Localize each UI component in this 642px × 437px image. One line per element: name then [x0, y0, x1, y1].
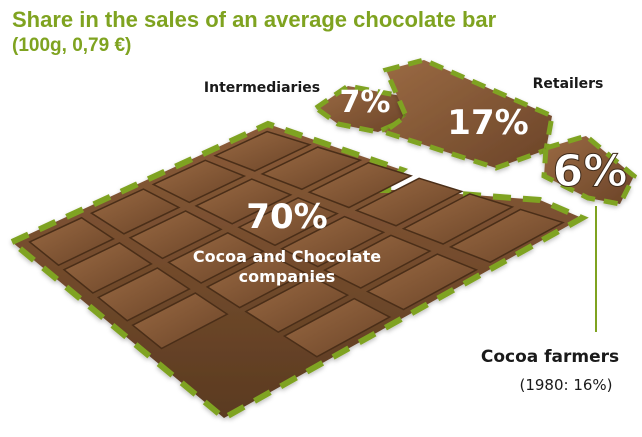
chocolate-piece — [448, 208, 565, 264]
chocolate-piece — [89, 188, 181, 235]
segment-chocolate-companies-value: 70% — [246, 197, 327, 237]
chocolate-piece — [280, 215, 386, 268]
chocolate-piece — [128, 210, 223, 260]
chocolate-piece — [282, 297, 392, 358]
chocolate-piece — [260, 146, 363, 191]
chocolate-piece — [244, 275, 350, 334]
segment-intermediaries-label: Intermediaries — [204, 80, 320, 96]
chocolate-piece — [237, 196, 339, 247]
segment-cocoa-farmers: 6% Cocoa farmers (1980: 16%) — [481, 133, 638, 394]
chocolate-piece — [96, 267, 191, 322]
segment-retailers-piece — [378, 57, 555, 171]
segment-cocoa-farmers-value: 6% — [553, 146, 628, 197]
chocolate-piece — [354, 177, 464, 227]
segment-retailers: 17% Retailers — [378, 57, 604, 171]
chocolate-piece — [213, 130, 312, 172]
segment-cocoa-farmers-label: Cocoa farmers — [481, 347, 619, 367]
chocolate-piece — [131, 292, 229, 350]
chocolate-piece — [167, 232, 265, 284]
chart-title: Share in the sales of an average chocola… — [12, 7, 497, 32]
chocolate-piece — [28, 216, 115, 267]
chocolate-piece — [194, 178, 293, 225]
chocolate-piece — [401, 193, 515, 245]
chocolate-piece — [307, 161, 413, 209]
chocolate-piece — [205, 253, 307, 309]
chocolate-piece — [151, 159, 247, 204]
segment-chocolate-companies-pieces — [28, 130, 565, 358]
segment-retailers-label: Retailers — [533, 76, 604, 92]
segment-chocolate-companies-label: Cocoa and Chocolate companies — [193, 247, 381, 286]
chocolate-piece — [323, 234, 432, 289]
segment-chocolate-companies: 70% Cocoa and Chocolate companies — [6, 120, 589, 422]
segment-intermediaries: 7% Intermediaries — [204, 80, 416, 135]
chocolate-piece — [365, 253, 479, 311]
segment-intermediaries-value: 7% — [340, 85, 391, 120]
chart-subtitle: (100g, 0,79 €) — [12, 35, 132, 56]
segment-retailers-value: 17% — [447, 103, 528, 143]
segment-cocoa-farmers-note: (1980: 16%) — [519, 376, 612, 394]
segment-cocoa-farmers-piece — [541, 133, 638, 207]
chocolate-piece — [62, 242, 153, 294]
